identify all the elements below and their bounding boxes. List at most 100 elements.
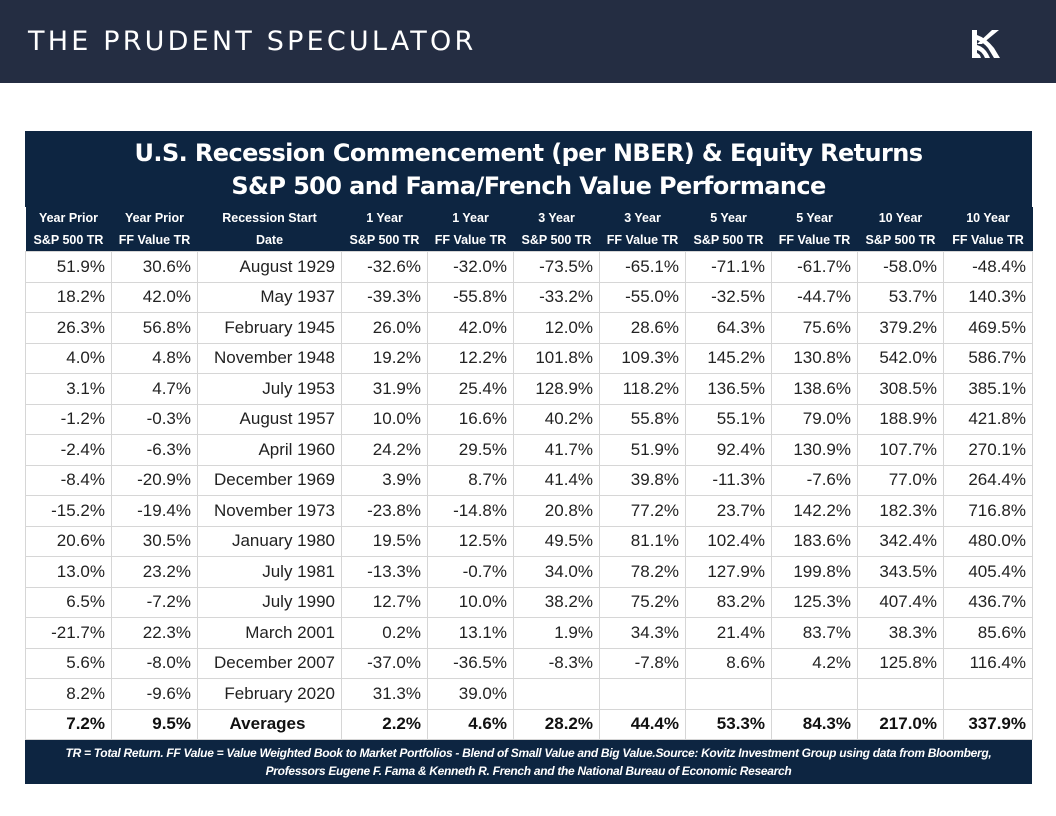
- table-row: 8.2% -9.6% February 2020 31.3% 39.0%: [25, 678, 1033, 710]
- return-cell: 25.4%: [427, 373, 514, 405]
- return-cell: 343.5%: [857, 556, 944, 588]
- return-cell: 125.3%: [771, 586, 858, 618]
- column-header-line1: 1 Year: [452, 211, 489, 225]
- return-cell: 77.0%: [857, 464, 944, 496]
- recession-date-cell: March 2001: [197, 617, 342, 649]
- column-header-line2: S&P 500 TR: [33, 233, 104, 247]
- return-cell: 6.5%: [25, 586, 112, 618]
- return-cell: 5.6%: [25, 647, 112, 679]
- kovitz-k-logo-icon: [972, 30, 1000, 58]
- return-cell: 10.0%: [341, 403, 428, 435]
- return-cell: 0.2%: [341, 617, 428, 649]
- return-cell: [599, 678, 686, 710]
- return-cell: 20.8%: [513, 495, 600, 527]
- return-cell: 421.8%: [943, 403, 1033, 435]
- recession-date-cell: July 1953: [197, 373, 342, 405]
- average-cell: 53.3%: [685, 708, 772, 740]
- return-cell: 30.5%: [111, 525, 198, 557]
- return-cell: 41.7%: [513, 434, 600, 466]
- column-header-line2: S&P 500 TR: [693, 233, 764, 247]
- return-cell: 102.4%: [685, 525, 772, 557]
- return-cell: 41.4%: [513, 464, 600, 496]
- recession-date-cell: December 2007: [197, 647, 342, 679]
- table-row: 5.6% -8.0% December 2007 -37.0% -36.5% -8.3% -…: [25, 647, 1033, 679]
- average-cell: 84.3%: [771, 708, 858, 740]
- recession-date-cell: April 1960: [197, 434, 342, 466]
- return-cell: -55.0%: [599, 281, 686, 313]
- return-cell: 308.5%: [857, 373, 944, 405]
- column-header-line1: Year Prior: [124, 211, 185, 225]
- return-cell: 138.6%: [771, 373, 858, 405]
- return-cell: 270.1%: [943, 434, 1033, 466]
- return-cell: 183.6%: [771, 525, 858, 557]
- return-cell: 40.2%: [513, 403, 600, 435]
- return-cell: -37.0%: [341, 647, 428, 679]
- table-row: 51.9% 30.6% August 1929 -32.6% -32.0% -73.5% -…: [25, 251, 1033, 283]
- return-cell: 75.6%: [771, 312, 858, 344]
- return-cell: 4.7%: [111, 373, 198, 405]
- return-cell: 480.0%: [943, 525, 1033, 557]
- recession-date-cell: February 2020: [197, 678, 342, 710]
- average-cell: 2.2%: [341, 708, 428, 740]
- return-cell: 42.0%: [427, 312, 514, 344]
- return-cell: -6.3%: [111, 434, 198, 466]
- return-cell: -11.3%: [685, 464, 772, 496]
- return-cell: 53.7%: [857, 281, 944, 313]
- column-header: 1 Year FF Value TR: [427, 207, 514, 252]
- return-cell: 55.1%: [685, 403, 772, 435]
- column-header-line1: 10 Year: [878, 211, 923, 225]
- return-cell: 75.2%: [599, 586, 686, 618]
- return-cell: 127.9%: [685, 556, 772, 588]
- return-cell: 8.2%: [25, 678, 112, 710]
- table-title-block: U.S. Recession Commencement (per NBER) &…: [25, 131, 1032, 207]
- column-header: 3 Year FF Value TR: [599, 207, 686, 252]
- recession-date-cell: August 1929: [197, 251, 342, 283]
- recession-returns-table: U.S. Recession Commencement (per NBER) &…: [25, 131, 1033, 784]
- return-cell: -7.6%: [771, 464, 858, 496]
- return-cell: -65.1%: [599, 251, 686, 283]
- average-cell: 44.4%: [599, 708, 686, 740]
- return-cell: 31.9%: [341, 373, 428, 405]
- return-cell: 78.2%: [599, 556, 686, 588]
- table-title: U.S. Recession Commencement (per NBER) &…: [134, 139, 924, 167]
- return-cell: 39.8%: [599, 464, 686, 496]
- return-cell: 13.0%: [25, 556, 112, 588]
- averages-row: 7.2% 9.5% Averages 2.2% 4.6% 28.2% 44.4% 53.3% 8…: [25, 708, 1033, 740]
- return-cell: -21.7%: [25, 617, 112, 649]
- return-cell: 12.2%: [427, 342, 514, 374]
- column-header: 5 Year S&P 500 TR: [685, 207, 772, 252]
- data-table: Year Prior S&P 500 TR Year Prior FF Value T…: [25, 207, 1033, 740]
- return-cell: -32.0%: [427, 251, 514, 283]
- return-cell: 19.2%: [341, 342, 428, 374]
- return-cell: 18.2%: [25, 281, 112, 313]
- column-header-line2: FF Value TR: [434, 233, 507, 247]
- return-cell: 30.6%: [111, 251, 198, 283]
- return-cell: 379.2%: [857, 312, 944, 344]
- return-cell: 38.3%: [857, 617, 944, 649]
- return-cell: 51.9%: [599, 434, 686, 466]
- return-cell: -73.5%: [513, 251, 600, 283]
- return-cell: 118.2%: [599, 373, 686, 405]
- table-row: 18.2% 42.0% May 1937 -39.3% -55.8% -33.2% -55.…: [25, 281, 1033, 313]
- return-cell: -1.2%: [25, 403, 112, 435]
- table-row: 6.5% -7.2% July 1990 12.7% 10.0% 38.2% 75.2% 83…: [25, 586, 1033, 618]
- return-cell: -8.0%: [111, 647, 198, 679]
- footnote-line-2: Professors Eugene F. Fama & Kenneth R. F…: [265, 764, 792, 778]
- return-cell: 128.9%: [513, 373, 600, 405]
- return-cell: 85.6%: [943, 617, 1033, 649]
- return-cell: 109.3%: [599, 342, 686, 374]
- return-cell: 31.3%: [341, 678, 428, 710]
- return-cell: -36.5%: [427, 647, 514, 679]
- return-cell: -7.2%: [111, 586, 198, 618]
- return-cell: 199.8%: [771, 556, 858, 588]
- table-row: -2.4% -6.3% April 1960 24.2% 29.5% 41.7% 51.9%…: [25, 434, 1033, 466]
- return-cell: 1.9%: [513, 617, 600, 649]
- column-header: 1 Year S&P 500 TR: [341, 207, 428, 252]
- return-cell: 12.5%: [427, 525, 514, 557]
- return-cell: 586.7%: [943, 342, 1033, 374]
- average-cell: 337.9%: [943, 708, 1033, 740]
- return-cell: -39.3%: [341, 281, 428, 313]
- return-cell: 64.3%: [685, 312, 772, 344]
- return-cell: -48.4%: [943, 251, 1033, 283]
- return-cell: 77.2%: [599, 495, 686, 527]
